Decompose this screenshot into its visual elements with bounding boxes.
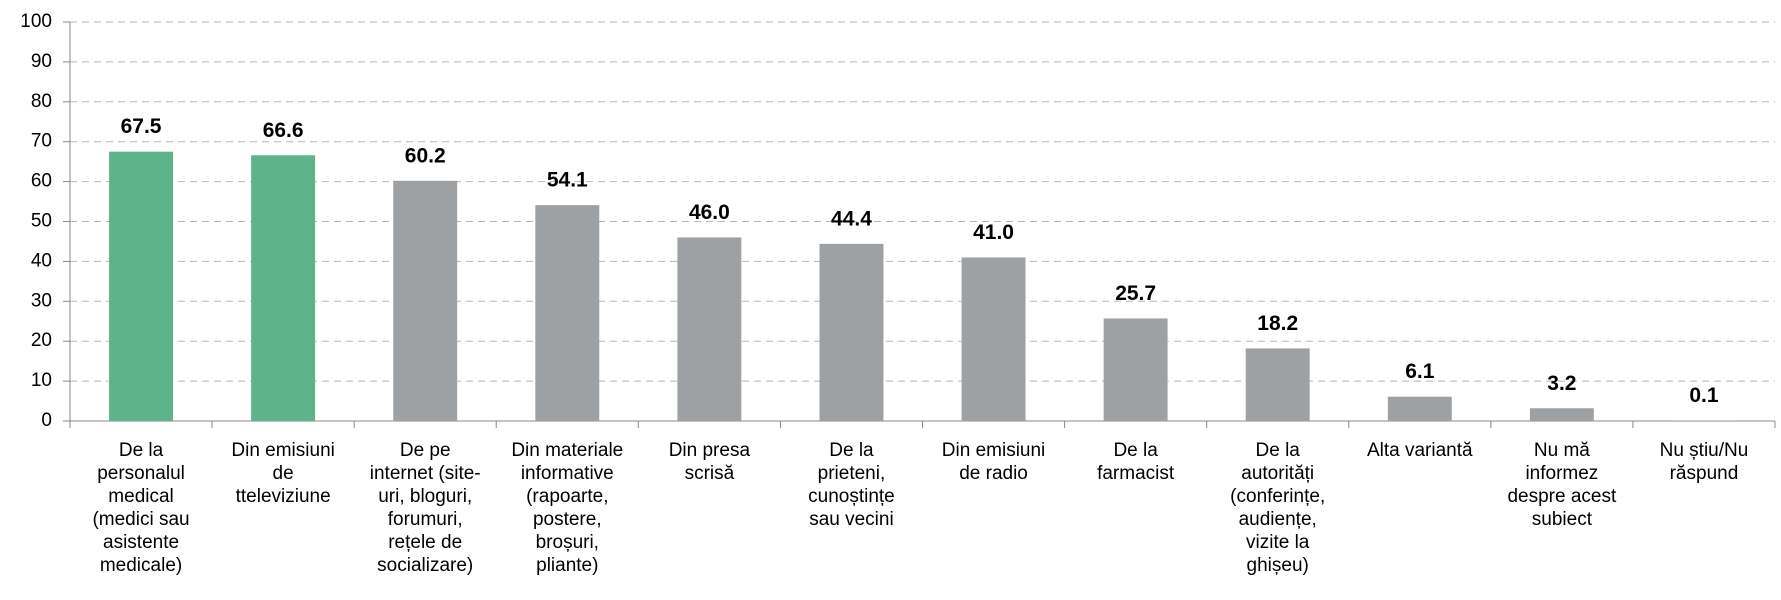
bar [1387,396,1452,421]
x-tick-label: Din presa scrisă [669,440,751,484]
value-label: 60.2 [405,144,446,167]
y-tick-label: 0 [41,410,52,431]
value-label: 25.7 [1115,282,1156,305]
x-tick-label: Nu știu/Nu răspund [1660,440,1749,484]
x-tick-label: De la personalul medical (medici sau asisten… [92,440,189,576]
x-tick-label: De la autorități (conferințe, audiențe, vizi… [1230,440,1325,576]
value-label: 3.2 [1547,372,1576,395]
y-tick-label: 100 [20,11,52,32]
value-label: 0.1 [1689,384,1719,407]
value-label: 46.0 [689,201,730,224]
bar [109,151,174,422]
value-label: 41.0 [973,221,1014,244]
value-label: 66.6 [263,119,304,142]
y-tick-label: 40 [31,250,52,271]
value-label: 44.4 [831,207,872,230]
x-tick-label: De la farmacist [1097,440,1175,484]
value-label: 18.2 [1257,312,1298,335]
y-tick-label: 20 [31,330,52,351]
bar [677,237,742,421]
x-tick-label: Din emisiuni de tteleviziune [231,440,334,507]
y-tick-label: 90 [31,51,52,72]
bar [1245,348,1310,421]
x-tick-label: Din materiale informative (rapoarte, poster… [511,440,623,576]
x-tick-label: Alta variantă [1367,440,1473,461]
bar [961,257,1026,421]
value-label: 67.5 [121,115,162,138]
y-tick-label: 70 [31,131,52,152]
value-label: 54.1 [547,169,588,192]
bar [251,155,316,422]
bar [819,243,884,421]
x-tick-label: Nu mă informez despre acest subiect [1507,440,1617,530]
y-tick-label: 10 [31,370,52,391]
y-tick-label: 60 [31,171,52,192]
y-tick-label: 50 [31,211,52,232]
bar [1103,318,1168,421]
bar [1529,408,1594,421]
x-tick-label: De pe internet (site-uri, bloguri, forumur… [370,440,481,576]
value-label: 6.1 [1405,360,1435,383]
bar [535,205,600,421]
x-tick-label: Din emisiuni de radio [942,440,1045,484]
y-tick-label: 30 [31,290,52,311]
x-tick-label: De la prieteni, cunoștințe sau vecini [808,440,895,530]
y-tick-label: 80 [31,91,52,112]
bar [393,180,458,421]
